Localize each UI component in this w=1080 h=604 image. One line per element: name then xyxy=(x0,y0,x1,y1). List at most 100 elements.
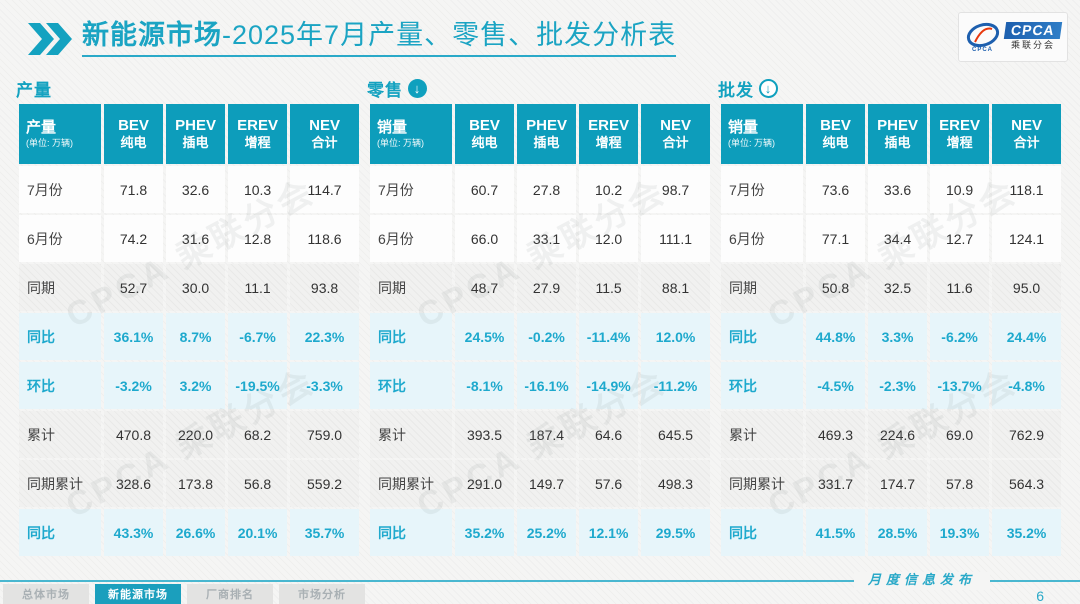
cell-value: 34.4 xyxy=(868,215,928,262)
row-label: 6月份 xyxy=(721,215,803,262)
table-row: 同比 43.3% 26.6% 20.1% 35.7% xyxy=(19,509,359,556)
cell-value: 328.6 xyxy=(104,460,163,507)
cell-value: -6.7% xyxy=(228,313,288,360)
cell-value: 224.6 xyxy=(868,411,927,458)
row-label: 环比 xyxy=(721,362,803,409)
cell-value: 22.3% xyxy=(290,313,359,360)
header-cell-bev: BEV 纯电 xyxy=(104,104,164,164)
footer-tabs: 总体市场 新能源市场 厂商排名 市场分析 xyxy=(3,584,365,604)
column-en-label: BEV xyxy=(469,116,500,134)
cell-value: 118.6 xyxy=(290,215,359,262)
table-row: 同期累计 291.0 149.7 57.6 498.3 xyxy=(370,460,710,507)
down-arrow-circle-icon: ↓ xyxy=(408,78,427,98)
header-cell-metric: 销量 (单位: 万辆) xyxy=(721,104,803,164)
header-cell-erev: EREV 增程 xyxy=(930,104,990,164)
cell-value: 149.7 xyxy=(517,460,576,507)
cell-value: 393.5 xyxy=(455,411,514,458)
column-cn-label: 增程 xyxy=(946,135,973,151)
cell-value: 93.8 xyxy=(290,264,359,311)
section-label-text: 批发 xyxy=(718,80,754,100)
cell-value: 12.0 xyxy=(579,215,639,262)
header-cell-erev: EREV 增程 xyxy=(579,104,639,164)
tab-新能源市场[interactable]: 新能源市场 xyxy=(95,584,181,604)
table-row: 累计 469.3 224.6 69.0 762.9 xyxy=(721,411,1061,458)
table-row: 同比 24.5% -0.2% -11.4% 12.0% xyxy=(370,313,710,360)
section-label: 产量 xyxy=(16,76,362,100)
header-cell-metric: 销量 (单位: 万辆) xyxy=(370,104,452,164)
cell-value: 29.5% xyxy=(641,509,710,556)
header-cell-nev: NEV 合计 xyxy=(290,104,359,164)
cell-value: 95.0 xyxy=(992,264,1061,311)
cell-value: 68.2 xyxy=(228,411,287,458)
row-label: 累计 xyxy=(19,411,101,458)
metric-label: 销量 xyxy=(728,119,759,136)
table-row: 环比 -3.2% 3.2% -19.5% -3.3% xyxy=(19,362,359,409)
cell-value: 56.8 xyxy=(228,460,287,507)
cell-value: 64.6 xyxy=(579,411,638,458)
row-label: 同期累计 xyxy=(721,460,803,507)
tab-总体市场[interactable]: 总体市场 xyxy=(3,584,89,604)
table-row: 环比 -8.1% -16.1% -14.9% -11.2% xyxy=(370,362,710,409)
cell-value: 12.1% xyxy=(579,509,639,556)
column-en-label: PHEV xyxy=(175,116,216,134)
header-cell-bev: BEV 纯电 xyxy=(806,104,866,164)
cell-value: 50.8 xyxy=(806,264,865,311)
header-cell-nev: NEV 合计 xyxy=(641,104,710,164)
row-label: 同比 xyxy=(721,509,803,556)
cell-value: -3.3% xyxy=(290,362,359,409)
table-header-row: 销量 (单位: 万辆) BEV 纯电 PHEV 插电 EREV 增程 NEV 合计 xyxy=(721,104,1061,164)
cell-value: 32.5 xyxy=(868,264,927,311)
row-label: 同比 xyxy=(721,313,803,360)
column-en-label: NEV xyxy=(309,116,340,134)
cell-value: 48.7 xyxy=(455,264,514,311)
table-row: 同比 41.5% 28.5% 19.3% 35.2% xyxy=(721,509,1061,556)
row-label: 7月份 xyxy=(370,166,452,213)
cell-value: 66.0 xyxy=(455,215,515,262)
cell-value: 25.2% xyxy=(517,509,577,556)
cell-value: -0.2% xyxy=(517,313,577,360)
column-cn-label: 合计 xyxy=(662,135,689,151)
cell-value: 498.3 xyxy=(641,460,710,507)
cell-value: 173.8 xyxy=(166,460,225,507)
column-cn-label: 纯电 xyxy=(822,135,849,151)
table-row: 累计 470.8 220.0 68.2 759.0 xyxy=(19,411,359,458)
header-cell-nev: NEV 合计 xyxy=(992,104,1061,164)
data-table: 产量 (单位: 万辆) BEV 纯电 PHEV 插电 EREV 增程 NEV 合计 7月份 71.8 3… xyxy=(16,102,362,558)
cell-value: 10.3 xyxy=(228,166,288,213)
row-label: 同比 xyxy=(370,313,452,360)
header-cell-phev: PHEV 插电 xyxy=(868,104,928,164)
tab-厂商排名[interactable]: 厂商排名 xyxy=(187,584,273,604)
table-section-产量: 产量 产量 (单位: 万辆) BEV 纯电 PHEV 插电 EREV 增程 NEV 合计 7月份 71.… xyxy=(16,76,362,558)
column-cn-label: 插电 xyxy=(533,135,560,151)
column-en-label: PHEV xyxy=(526,116,567,134)
cpca-logo-text: CPCA 乘联分会 xyxy=(1003,22,1063,52)
page-title-market: 新能源市场 xyxy=(82,20,222,50)
cell-value: -19.5% xyxy=(228,362,288,409)
row-label: 6月份 xyxy=(370,215,452,262)
table-row: 累计 393.5 187.4 64.6 645.5 xyxy=(370,411,710,458)
table-row: 7月份 71.8 32.6 10.3 114.7 xyxy=(19,166,359,213)
footer-divider xyxy=(0,580,1080,582)
page-title: 新能源市场-2025年7月产量、零售、批发分析表 xyxy=(82,20,677,58)
cell-value: 187.4 xyxy=(517,411,576,458)
section-label: 零售 ↓ xyxy=(367,76,713,100)
cell-value: 11.5 xyxy=(579,264,638,311)
tab-市场分析[interactable]: 市场分析 xyxy=(279,584,365,604)
cell-value: -4.5% xyxy=(806,362,866,409)
tables-row: 产量 产量 (单位: 万辆) BEV 纯电 PHEV 插电 EREV 增程 NEV 合计 7月份 71.… xyxy=(16,76,1064,558)
cell-value: 111.1 xyxy=(641,215,710,262)
column-cn-label: 增程 xyxy=(244,135,271,151)
cell-value: 564.3 xyxy=(992,460,1061,507)
cell-value: 28.5% xyxy=(868,509,928,556)
metric-label: 销量 xyxy=(377,119,408,136)
cell-value: 645.5 xyxy=(641,411,710,458)
data-table: 销量 (单位: 万辆) BEV 纯电 PHEV 插电 EREV 增程 NEV 合计 7月份 60.7 2… xyxy=(367,102,713,558)
cell-value: 88.1 xyxy=(641,264,710,311)
row-label: 同期 xyxy=(370,264,452,311)
table-row: 6月份 74.2 31.6 12.8 118.6 xyxy=(19,215,359,262)
cell-value: 69.0 xyxy=(930,411,989,458)
table-row: 7月份 60.7 27.8 10.2 98.7 xyxy=(370,166,710,213)
cell-value: 60.7 xyxy=(455,166,515,213)
column-cn-label: 合计 xyxy=(1013,135,1040,151)
cell-value: 291.0 xyxy=(455,460,514,507)
